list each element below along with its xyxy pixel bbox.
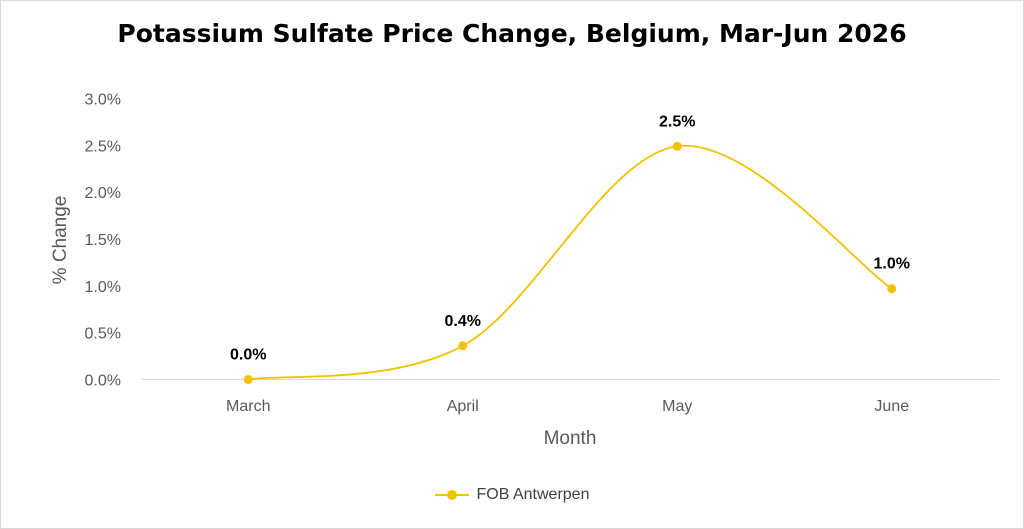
- data-label: 1.0%: [874, 256, 910, 273]
- series-points: [243, 141, 897, 384]
- data-point: [243, 375, 253, 384]
- data-point: [887, 284, 897, 294]
- legend-item-label: FOB Antwerpen: [476, 486, 590, 503]
- chart-title: Potassium Sulfate Price Change, Belgium,…: [117, 19, 907, 48]
- y-tick-label: 1.5%: [85, 232, 121, 249]
- data-point: [458, 341, 468, 351]
- x-tick-label: June: [874, 398, 909, 415]
- x-axis-ticks: March April May June: [226, 398, 909, 415]
- x-tick-label: April: [447, 398, 479, 415]
- y-tick-label: 3.0%: [85, 92, 121, 109]
- data-labels: 0.0% 0.4% 2.5% 1.0%: [230, 113, 910, 363]
- y-tick-label: 2.5%: [85, 138, 121, 155]
- data-label: 2.5%: [659, 113, 695, 130]
- y-axis-title: % Change: [50, 196, 71, 285]
- series-line-fob-antwerpen: [248, 145, 893, 381]
- y-tick-label: 1.0%: [85, 279, 121, 296]
- y-tick-label: 0.5%: [85, 326, 121, 343]
- data-label: 0.0%: [230, 347, 266, 364]
- data-point: [672, 141, 682, 151]
- x-axis-title: Month: [544, 428, 597, 449]
- y-tick-label: 2.0%: [85, 185, 121, 202]
- x-tick-label: March: [226, 398, 270, 415]
- legend-marker-icon: [434, 489, 469, 501]
- data-label: 0.4%: [445, 313, 481, 330]
- y-tick-label: 0.0%: [85, 373, 121, 390]
- y-axis-ticks: 0.0% 0.5% 1.0% 1.5% 2.0% 2.5% 3.0%: [85, 92, 121, 390]
- x-tick-label: May: [662, 398, 692, 415]
- legend: FOB Antwerpen: [1, 486, 1023, 504]
